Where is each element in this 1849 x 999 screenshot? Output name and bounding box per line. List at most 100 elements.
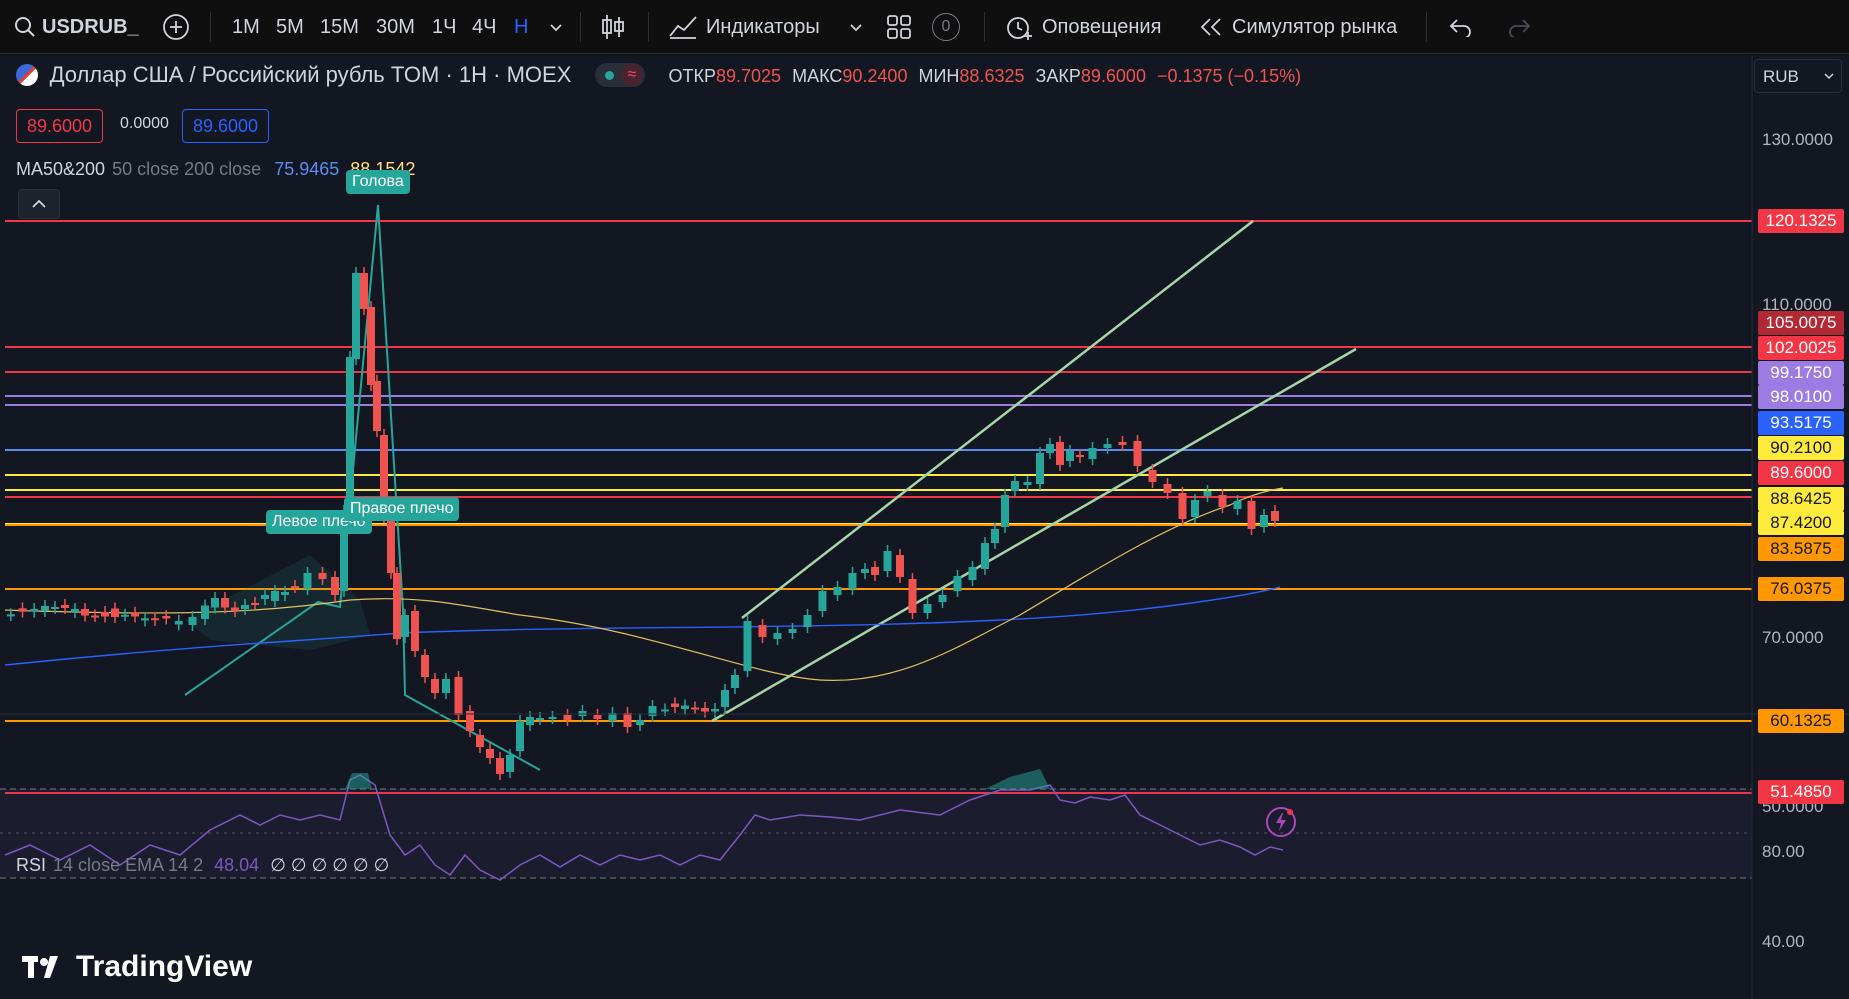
price-level-label: 105.0075 <box>1758 311 1844 335</box>
ma50-line <box>4 487 1284 682</box>
market-status-badge[interactable]: ≈ <box>594 63 645 87</box>
channel-lower-line <box>711 347 1357 723</box>
candle-body <box>442 679 450 693</box>
tradingview-logo[interactable]: TradingView <box>22 950 252 984</box>
candle-body <box>271 591 279 601</box>
candle-body <box>111 608 119 617</box>
interval-1m[interactable]: 1М <box>232 15 260 38</box>
candle-body <box>981 543 989 569</box>
chart-area[interactable]: Доллар США / Российский рубль TOM · 1H ·… <box>0 55 1849 999</box>
candle-body <box>1271 511 1279 521</box>
candle-body <box>346 357 354 515</box>
price-level-label: 90.2100 <box>1758 436 1844 460</box>
lightning-alert-icon[interactable] <box>1266 807 1296 837</box>
interval-dropdown[interactable] <box>548 0 564 54</box>
candle-body <box>1103 444 1112 448</box>
interval-15m[interactable]: 15М <box>320 15 359 38</box>
rsi-line <box>4 774 1284 881</box>
interval-5m[interactable]: 5М <box>276 15 304 38</box>
channel-upper-line <box>741 220 1254 619</box>
pattern-label-left-shoulder[interactable]: Левое плечо <box>266 510 372 534</box>
candle-body <box>743 621 752 671</box>
candle-body <box>101 612 109 617</box>
candle-body <box>1233 501 1242 509</box>
ma200-line <box>4 586 1281 666</box>
horizontal-levels <box>5 220 1752 794</box>
candle-body <box>991 529 999 543</box>
symbol-title[interactable]: Доллар США / Российский рубль TOM · 1H ·… <box>49 62 572 87</box>
chart-type-button[interactable] <box>600 0 626 54</box>
interval-1h[interactable]: 1Ч <box>432 15 457 38</box>
candle-body <box>476 735 484 747</box>
alerts-count-badge[interactable]: 0 <box>932 0 960 54</box>
candle-body <box>151 618 159 621</box>
simulator-label: Симулятор рынка <box>1232 15 1398 38</box>
candle-body <box>681 705 689 709</box>
candle-body <box>648 706 657 716</box>
candle-body <box>231 607 239 611</box>
separator <box>1426 12 1427 42</box>
tradingview-logo-icon <box>22 956 58 978</box>
price-level-label: 93.5175 <box>1758 411 1844 435</box>
candle-body <box>721 690 729 707</box>
candle-body <box>861 569 869 573</box>
candle-body <box>431 679 439 693</box>
candle-body <box>1247 501 1256 529</box>
interval-hour-active[interactable]: Н <box>514 15 529 38</box>
price-chart[interactable] <box>0 55 1849 999</box>
candle-body <box>691 707 699 710</box>
candle-body <box>61 605 69 608</box>
undo-button[interactable] <box>1448 0 1474 54</box>
candle-body <box>51 607 59 609</box>
candle-body <box>908 579 917 613</box>
candle-body <box>803 615 812 627</box>
candle-body <box>1203 491 1212 496</box>
candle-body <box>623 713 632 727</box>
candle-body <box>758 625 767 637</box>
interval-4h[interactable]: 4Ч <box>472 15 497 38</box>
candle-body <box>131 612 139 617</box>
candle-body <box>1133 441 1142 466</box>
candle-body <box>387 519 395 573</box>
candle-body <box>318 573 327 579</box>
buy-price-button[interactable]: 89.6000 <box>182 109 270 143</box>
candle-body <box>536 718 544 720</box>
candle-body <box>486 749 494 758</box>
candle-body <box>496 758 504 774</box>
candle-body <box>340 511 348 591</box>
market-simulator-button[interactable]: Симулятор рынка <box>1198 0 1397 54</box>
candles-icon <box>602 15 624 39</box>
symbol-search[interactable]: USDRUB_ <box>14 0 139 54</box>
redo-button[interactable] <box>1506 0 1532 54</box>
collapse-legend-button[interactable] <box>18 189 60 219</box>
indicators-button[interactable]: Индикаторы <box>668 0 820 54</box>
ma-legend[interactable]: MA50&200 50 close 200 close 75.9465 88.1… <box>16 159 416 179</box>
rsi-legend[interactable]: RSI 14 close EMA 14 2 48.04 ∅ ∅ ∅ ∅ ∅ ∅ <box>16 855 390 875</box>
interval-30m[interactable]: 30М <box>376 15 415 38</box>
indicators-label: Индикаторы <box>706 15 820 38</box>
candle-body <box>1076 455 1084 457</box>
sell-price-button[interactable]: 89.6000 <box>16 109 104 143</box>
candle-body <box>848 573 857 589</box>
indicators-dropdown[interactable] <box>848 0 864 54</box>
candle-body <box>401 615 409 637</box>
candle-body <box>421 655 429 677</box>
price-level-label: 51.4850 <box>1758 780 1844 804</box>
price-level-label: 98.0100 <box>1758 385 1844 409</box>
candle-body <box>211 598 219 608</box>
candle-body <box>411 611 419 651</box>
separator <box>648 12 649 42</box>
ohlc-values: ОТКР89.7025 МАКС90.2400 МИН88.6325 ЗАКР8… <box>668 66 1302 86</box>
pattern-label-head[interactable]: Голова <box>346 170 410 194</box>
compare-button[interactable] <box>162 0 190 54</box>
chevron-down-icon <box>550 24 562 32</box>
search-icon <box>15 17 35 37</box>
pattern-label-right-shoulder[interactable]: Правое плечо <box>344 497 460 521</box>
candle-body <box>608 713 617 721</box>
price-level-label: 83.5875 <box>1758 537 1844 561</box>
candle-body <box>121 614 129 617</box>
candle-body <box>352 273 360 359</box>
currency-selector[interactable]: RUB <box>1754 59 1842 93</box>
layouts-button[interactable] <box>886 0 912 54</box>
alerts-button[interactable]: Оповещения <box>1004 0 1161 54</box>
